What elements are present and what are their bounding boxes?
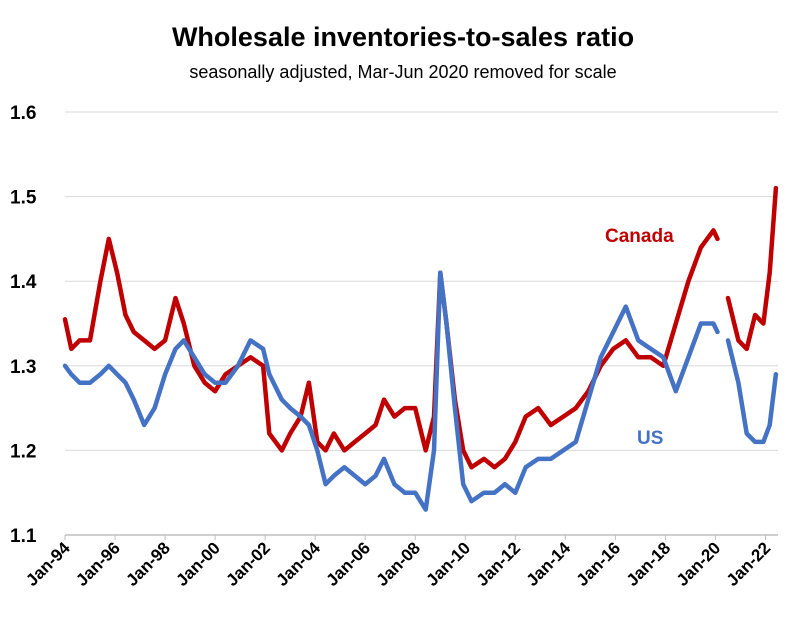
- x-tick-label: Jan-04: [272, 538, 324, 590]
- x-axis-ticks: Jan-94Jan-96Jan-98Jan-00Jan-02Jan-04Jan-…: [22, 535, 774, 590]
- x-tick-label: Jan-12: [473, 538, 525, 590]
- series-line-canada: [62, 228, 720, 470]
- chart-subtitle: seasonally adjusted, Mar-Jun 2020 remove…: [189, 62, 617, 82]
- x-tick-label: Jan-00: [172, 538, 224, 590]
- x-tick-label: Jan-14: [523, 538, 575, 590]
- x-tick-label: Jan-98: [122, 538, 174, 590]
- series-line-us: [725, 338, 779, 445]
- series-lines: [62, 185, 779, 512]
- y-axis-ticks: 1.1 1.2 1.3 1.4 1.5 1.6: [10, 103, 37, 547]
- x-tick-label: Jan-02: [222, 538, 274, 590]
- y-tick-label: 1.6: [10, 103, 36, 124]
- chart-title: Wholesale inventories-to-sales ratio: [171, 22, 635, 52]
- y-tick-label: 1.2: [10, 441, 36, 462]
- gridlines: [65, 111, 778, 451]
- y-tick-label: 1.1: [10, 526, 37, 547]
- series-label-us: US: [637, 428, 663, 449]
- y-tick-label: 1.4: [10, 272, 37, 293]
- x-tick-label: Jan-22: [723, 538, 775, 590]
- x-tick-label: Jan-06: [323, 538, 375, 590]
- series-line-canada: [725, 185, 779, 352]
- x-tick-label: Jan-10: [423, 538, 475, 590]
- x-tick-label: Jan-16: [573, 538, 625, 590]
- x-tick-label: Jan-20: [673, 538, 725, 590]
- x-tick-label: Jan-08: [373, 538, 425, 590]
- x-tick-label: Jan-96: [72, 538, 124, 590]
- y-tick-label: 1.3: [10, 357, 36, 378]
- series-line-us: [62, 270, 720, 512]
- y-tick-label: 1.5: [10, 188, 37, 209]
- x-tick-label: Jan-18: [623, 538, 675, 590]
- series-label-canada: Canada: [605, 226, 674, 247]
